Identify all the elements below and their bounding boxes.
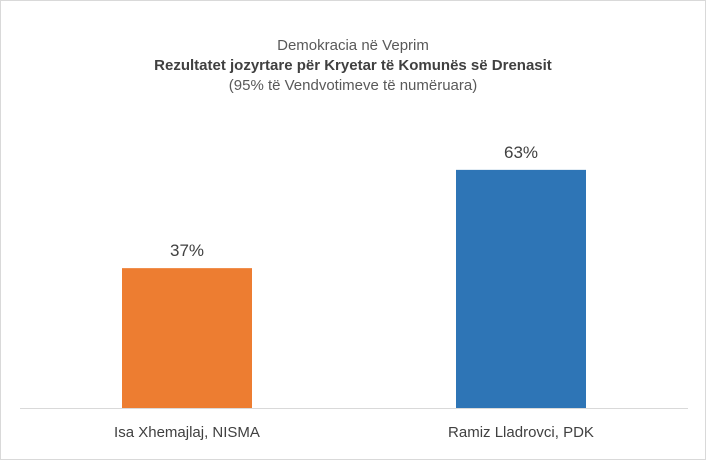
chart-note: (95% të Vendvotimeve të numëruara) [228, 77, 478, 94]
category-label-2: Ramiz Lladrovci, PDK [448, 424, 594, 441]
bar-2 [456, 169, 586, 408]
chart-title-block: Demokracia në Veprim Rezultatet jozyrtar… [0, 36, 706, 96]
category-label-1: Isa Xhemajlaj, NISMA [114, 424, 260, 441]
chart-title: Demokracia në Veprim [277, 37, 429, 54]
data-label-1: 37% [170, 241, 204, 260]
bar-1 [122, 268, 252, 408]
chart-subtitle: Rezultatet jozyrtare për Kryetar të Komu… [154, 57, 552, 74]
data-label-2: 63% [504, 143, 538, 162]
